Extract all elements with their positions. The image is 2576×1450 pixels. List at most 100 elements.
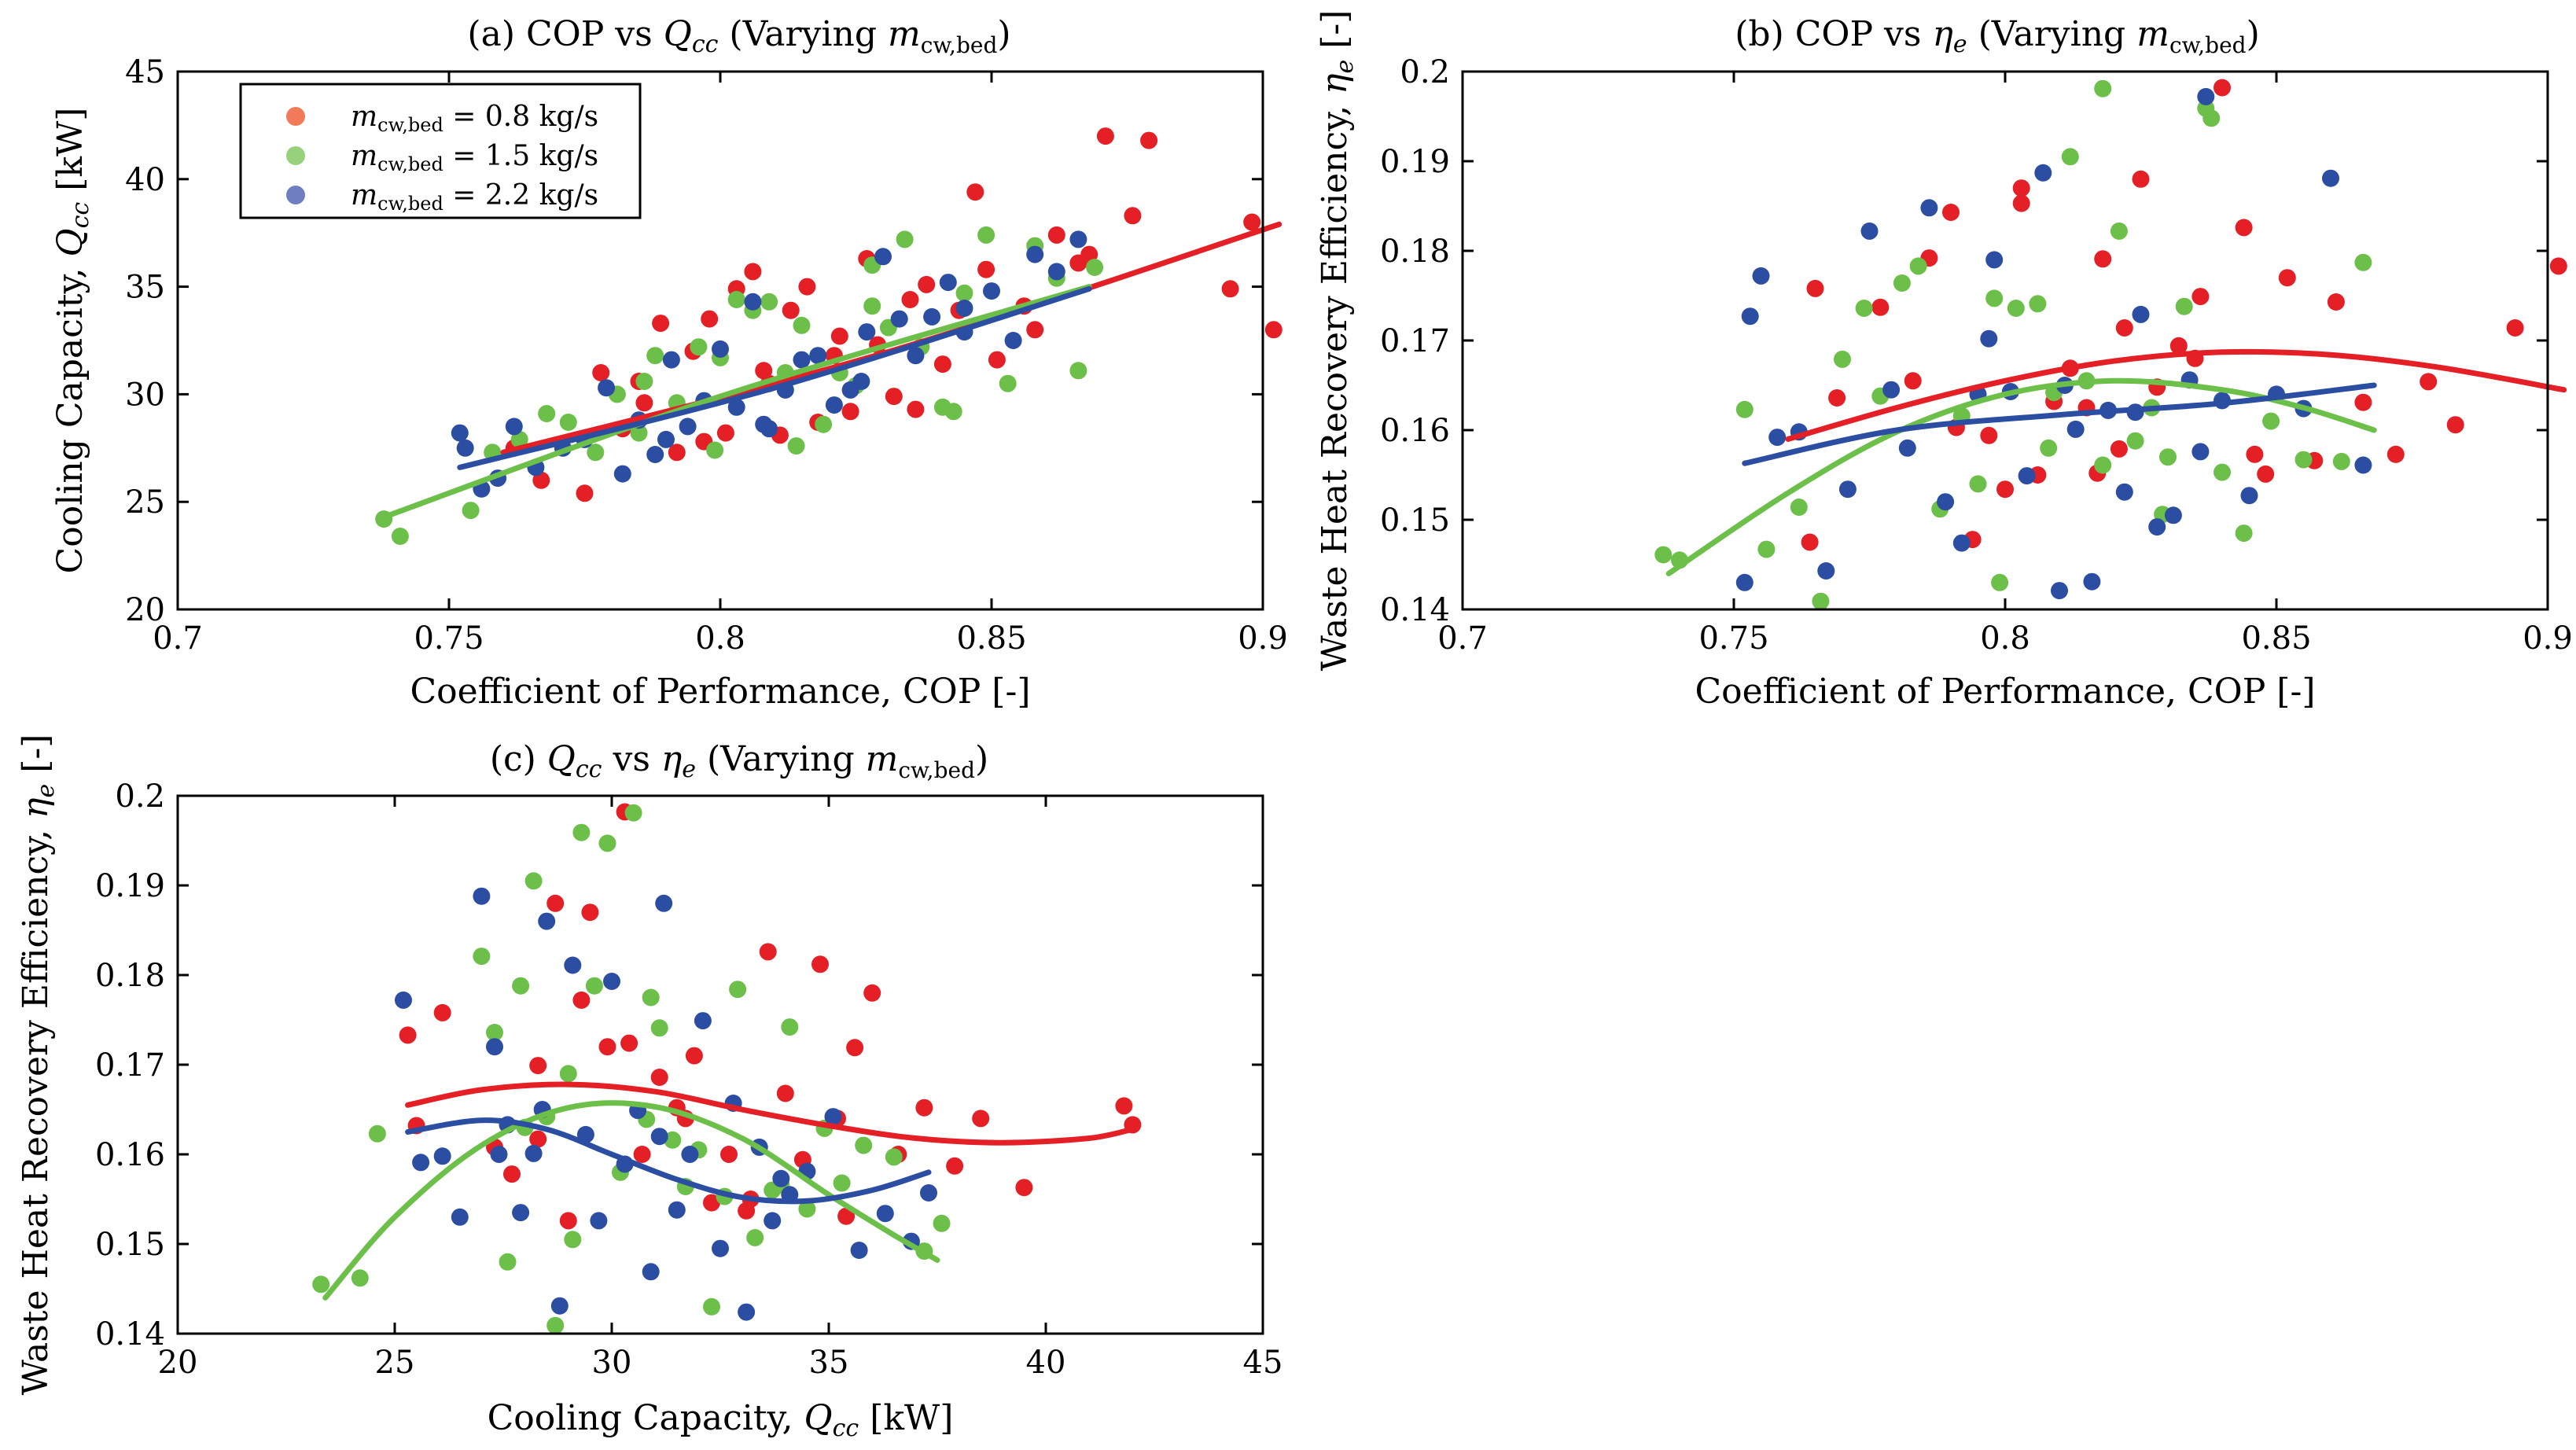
point-s22 xyxy=(1920,199,1938,217)
y-tick-label: 0.16 xyxy=(95,1137,165,1173)
point-s22 xyxy=(2164,506,2182,524)
point-s08 xyxy=(1264,321,1282,339)
point-s15 xyxy=(2040,439,2058,457)
point-s22 xyxy=(923,307,941,326)
point-s08 xyxy=(744,263,762,281)
point-s15 xyxy=(391,528,409,545)
point-s15 xyxy=(2354,253,2372,271)
point-s15 xyxy=(955,284,973,302)
point-s15 xyxy=(1855,300,1873,317)
point-s22 xyxy=(2240,487,2258,505)
point-s22 xyxy=(646,446,664,463)
point-s08 xyxy=(2012,194,2030,212)
point-s22 xyxy=(505,418,523,436)
y-tick-label: 0.18 xyxy=(1380,234,1450,270)
x-tick-label: 0.85 xyxy=(956,620,1026,657)
point-s22 xyxy=(2322,169,2339,187)
point-s22 xyxy=(538,912,556,930)
trend-line-s15 xyxy=(1665,377,2377,576)
point-s15 xyxy=(486,1024,503,1041)
point-s08 xyxy=(399,1026,417,1044)
point-s08 xyxy=(1801,533,1819,551)
point-s08 xyxy=(703,1194,720,1212)
panel-c: (c) Qcc vs ηe (Varying mcw,bed) 20 25 30 35… xyxy=(16,734,1282,1442)
panel-a-xlabel: Coefficient of Performance, COP [-] xyxy=(410,672,1030,712)
point-s15 xyxy=(351,1269,369,1287)
point-s22 xyxy=(712,1239,729,1257)
legend-box xyxy=(239,83,642,219)
point-s22 xyxy=(2018,467,2036,485)
point-s15 xyxy=(1991,573,2009,591)
point-s08 xyxy=(716,424,734,442)
point-s22 xyxy=(603,973,620,990)
point-s22 xyxy=(395,991,412,1009)
point-s15 xyxy=(2126,432,2144,450)
legend-label-08: mcw,bed = 0.8 kg/s xyxy=(351,101,598,136)
point-s22 xyxy=(907,347,925,365)
point-s22 xyxy=(1004,332,1022,349)
point-s15 xyxy=(885,1148,903,1166)
point-s15 xyxy=(499,1253,517,1271)
point-s08 xyxy=(635,394,653,412)
x-tick-label: 40 xyxy=(1026,1345,1066,1381)
point-s22 xyxy=(694,1012,712,1030)
x-tick-label: 0.9 xyxy=(2523,620,2573,657)
point-s08 xyxy=(2506,319,2524,337)
point-s08 xyxy=(1243,213,1261,231)
point-s08 xyxy=(2110,440,2128,458)
point-s15 xyxy=(833,1174,851,1192)
point-s22 xyxy=(738,1303,756,1321)
y-tick-label: 35 xyxy=(125,270,165,306)
point-s15 xyxy=(1893,274,1911,292)
point-s22 xyxy=(825,396,843,414)
point-s22 xyxy=(650,1128,668,1146)
point-s22 xyxy=(490,1146,508,1163)
panel-a-ylabel: Cooling Capacity, Qcc [kW] xyxy=(50,108,94,574)
point-s22 xyxy=(1752,267,1770,285)
point-s15 xyxy=(1086,259,1104,276)
point-s08 xyxy=(598,1038,616,1056)
point-s08 xyxy=(2257,465,2275,483)
point-s22 xyxy=(412,1154,430,1172)
panel-c-ylabel: Waste Heat Recovery Efficiency, ηe [-] xyxy=(16,734,60,1396)
point-s08 xyxy=(1124,207,1142,225)
point-s15 xyxy=(2110,222,2128,240)
point-s08 xyxy=(720,1146,738,1163)
point-s15 xyxy=(598,834,616,852)
panel-a-title: (a) COP vs Qcc (Varying mcw,bed) xyxy=(467,14,1010,58)
y-tick-label: 0.16 xyxy=(1380,413,1450,449)
point-s22 xyxy=(1937,493,1955,511)
point-s08 xyxy=(633,1146,651,1163)
point-s15 xyxy=(312,1275,330,1294)
point-s22 xyxy=(564,956,582,974)
point-s15 xyxy=(1654,546,1673,564)
point-s15 xyxy=(2159,448,2177,466)
legend: mcw,bed = 0.8 kg/s mcw,bed = 1.5 kg/s mc… xyxy=(239,83,642,219)
point-s08 xyxy=(798,278,816,296)
point-s22 xyxy=(550,1297,569,1315)
point-s08 xyxy=(2132,170,2150,188)
y-tick-label: 0.18 xyxy=(95,958,165,994)
point-s22 xyxy=(598,379,616,397)
point-s15 xyxy=(1790,499,1808,516)
point-s08 xyxy=(2169,337,2188,355)
x-tick-label: 25 xyxy=(375,1345,415,1381)
panel-a-axes-box xyxy=(176,70,1264,611)
point-s08 xyxy=(1980,426,1998,444)
point-s08 xyxy=(2386,445,2405,463)
point-s22 xyxy=(2191,443,2210,461)
point-s22 xyxy=(2066,420,2085,438)
point-s15 xyxy=(815,415,833,433)
point-s15 xyxy=(512,977,530,995)
y-tick-label: 45 xyxy=(125,54,165,90)
point-s22 xyxy=(939,274,957,292)
point-s08 xyxy=(988,351,1006,369)
point-s22 xyxy=(2051,582,2068,600)
panel-b-plot: 0.7 0.75 0.8 0.85 0.9 0.14 0.15 0.16 0.17 0.18 0.1… xyxy=(1380,54,2573,657)
point-s08 xyxy=(759,943,777,961)
point-s08 xyxy=(811,955,829,973)
point-s15 xyxy=(572,823,591,841)
point-s22 xyxy=(1860,222,1879,240)
y-tick-label: 20 xyxy=(125,592,165,628)
point-s08 xyxy=(2246,445,2264,463)
